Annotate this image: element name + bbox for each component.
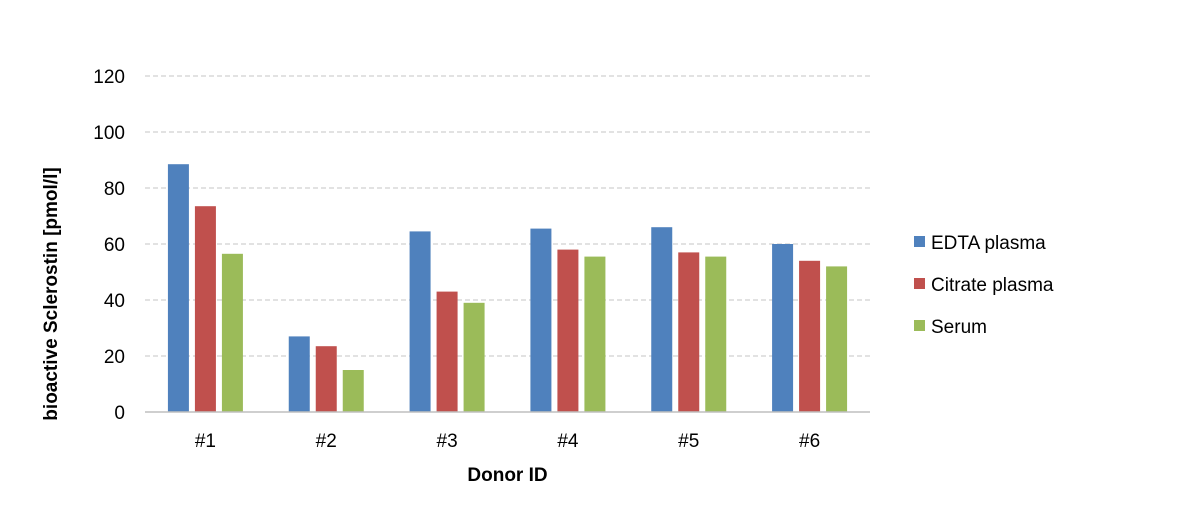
bar-serum-5 (705, 256, 727, 412)
bar-citrate-plasma-6 (799, 260, 821, 412)
x-tick-label: #5 (678, 431, 699, 452)
x-tick-label: #4 (557, 431, 579, 452)
legend-label: Serum (931, 317, 987, 338)
bar-edta-plasma-2 (288, 336, 310, 412)
legend-swatch (914, 236, 925, 247)
x-tick-label: #6 (799, 431, 820, 452)
bar-serum-2 (342, 370, 364, 412)
gridlines (145, 75, 870, 357)
bar-citrate-plasma-5 (678, 252, 700, 412)
bars (167, 164, 848, 412)
bar-citrate-plasma-4 (557, 249, 579, 412)
y-tick-label: 20 (104, 347, 125, 368)
x-tick-labels: #1 #2 #3 #4 #5 #6 (195, 431, 820, 452)
bar-edta-plasma-3 (409, 231, 431, 412)
legend-label: Citrate plasma (931, 275, 1054, 296)
y-tick-label: 100 (93, 123, 125, 144)
y-tick-labels: 0 20 40 60 80 100 120 (93, 67, 125, 424)
bar-citrate-plasma-3 (436, 291, 458, 412)
legend-label: EDTA plasma (931, 233, 1046, 254)
bar-serum-1 (221, 253, 243, 412)
y-tick-label: 40 (104, 291, 125, 312)
bar-serum-4 (584, 256, 606, 412)
x-tick-label: #1 (195, 431, 216, 452)
x-tick-label: #2 (316, 431, 337, 452)
legend-swatch (914, 278, 925, 289)
bar-citrate-plasma-1 (194, 206, 216, 412)
bar-edta-plasma-5 (651, 227, 673, 412)
legend-swatch (914, 320, 925, 331)
x-tick-label: #3 (437, 431, 458, 452)
bar-edta-plasma-4 (530, 228, 552, 412)
y-tick-label: 120 (93, 67, 125, 88)
bar-citrate-plasma-2 (315, 346, 337, 412)
bar-serum-6 (826, 266, 848, 412)
y-tick-label: 0 (114, 403, 125, 424)
bar-edta-plasma-6 (772, 244, 794, 412)
y-tick-label: 60 (104, 235, 125, 256)
y-tick-label: 80 (104, 179, 125, 200)
legend: EDTA plasma Citrate plasma Serum (914, 233, 1054, 338)
x-axis-title: Donor ID (467, 465, 547, 486)
bar-edta-plasma-1 (167, 164, 189, 412)
y-axis-title: bioactive Sclerostin [pmol/l] (41, 167, 62, 420)
bar-serum-3 (463, 302, 485, 412)
